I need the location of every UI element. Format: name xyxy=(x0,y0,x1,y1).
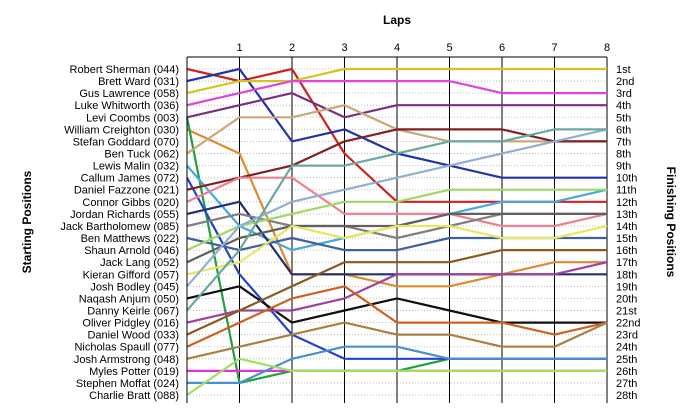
finishing-position-label: 14th xyxy=(616,221,637,233)
starting-position-label: Naqash Anjum (050) xyxy=(79,293,179,305)
series-line-23 xyxy=(186,249,607,336)
right-axis-title: Finishing Positions xyxy=(664,167,678,278)
starting-position-label: Danny Keirle (067) xyxy=(87,305,179,317)
x-tick-label: 8 xyxy=(604,42,610,54)
finishing-position-label: 22nd xyxy=(616,318,640,330)
starting-position-label: Myles Potter (019) xyxy=(89,366,179,378)
starting-position-label: Brett Ward (031) xyxy=(98,76,179,88)
starting-position-label: Jack Bartholomew (085) xyxy=(60,221,179,233)
finishing-position-label: 21st xyxy=(616,305,637,317)
series-line-27 xyxy=(187,345,607,384)
finishing-position-label: 19th xyxy=(616,281,637,293)
starting-position-label: Luke Whitworth (036) xyxy=(74,100,179,112)
x-tick-label: 6 xyxy=(499,42,505,54)
series-line-4 xyxy=(186,79,607,107)
starting-position-label: Robert Sherman (044) xyxy=(70,64,179,76)
starting-position-label: Kieran Gifford (057) xyxy=(83,269,179,281)
starting-position-label: Shaun Arnold (046) xyxy=(84,245,179,257)
x-tick-label: 1 xyxy=(236,42,242,54)
axis-labels: 1 2 3 4 5 6 7 8 Robert Sherman (044)Brett Ward (… xyxy=(60,42,640,402)
starting-position-label: Charlie Bratt (088) xyxy=(89,390,179,402)
finishing-position-label: 17th xyxy=(616,257,637,269)
finishing-position-label: 7th xyxy=(616,136,631,148)
finishing-position-label: 15th xyxy=(616,233,637,245)
series-line-20 xyxy=(186,285,607,324)
series-line-19 xyxy=(186,128,608,288)
starting-position-label: Jordan Richards (055) xyxy=(70,209,179,221)
finishing-position-label: 6th xyxy=(616,124,631,136)
finishing-position-label: 9th xyxy=(616,161,631,173)
left-axis-title: Starting Positions xyxy=(20,170,34,273)
starting-position-label: Oliver Pidgley (016) xyxy=(82,318,179,330)
starting-position-label: William Creighton (030) xyxy=(64,124,179,136)
x-axis-title: Laps xyxy=(383,13,411,27)
x-tick-label: 4 xyxy=(394,42,400,54)
finishing-position-label: 25th xyxy=(616,354,637,366)
starting-position-label: Jack Lang (052) xyxy=(100,257,179,269)
finishing-position-label: 23rd xyxy=(616,330,638,342)
starting-position-label: Daniel Wood (033) xyxy=(87,330,179,342)
starting-position-label: Ben Tuck (062) xyxy=(104,149,179,161)
finishing-position-label: 4th xyxy=(616,100,631,112)
series-line-21 xyxy=(186,128,607,312)
starting-position-label: Ben Matthews (022) xyxy=(81,233,179,245)
finishing-position-label: 28th xyxy=(616,390,637,402)
series-line-5 xyxy=(186,91,607,119)
finishing-position-label: 27th xyxy=(616,378,637,390)
series-lines xyxy=(185,67,608,396)
starting-position-label: Josh Armstrong (048) xyxy=(74,354,179,366)
series-line-3 xyxy=(186,67,607,95)
starting-position-label: Connor Gibbs (020) xyxy=(82,197,179,209)
starting-position-label: Nicholas Spaull (077) xyxy=(74,342,179,354)
starting-position-label: Josh Bodley (045) xyxy=(90,281,179,293)
series-line-11 xyxy=(186,128,607,191)
finishing-position-label: 8th xyxy=(616,149,631,161)
finishing-position-label: 12th xyxy=(616,197,637,209)
finishing-position-label: 10th xyxy=(616,173,637,185)
series-line-24 xyxy=(186,285,608,348)
axes xyxy=(186,56,607,403)
finishing-position-label: 11th xyxy=(616,185,637,197)
series-line-25 xyxy=(186,321,608,360)
x-tick-label: 7 xyxy=(551,42,557,54)
starting-position-label: Levi Coombs (003) xyxy=(86,112,179,124)
starting-position-label: Lewis Malin (032) xyxy=(93,161,179,173)
x-tick-label: 3 xyxy=(341,42,347,54)
finishing-position-label: 24th xyxy=(616,342,637,354)
series-line-28 xyxy=(186,357,607,396)
series-line-6 xyxy=(186,128,607,288)
finishing-position-label: 26th xyxy=(616,366,637,378)
series-line-12 xyxy=(186,176,608,228)
finishing-position-label: 2nd xyxy=(616,76,634,88)
series-line-22 xyxy=(186,261,608,324)
finishing-position-label: 13th xyxy=(616,209,637,221)
x-tick-label: 2 xyxy=(289,42,295,54)
finishing-position-label: 1st xyxy=(616,64,631,76)
starting-position-label: Stephen Moffat (024) xyxy=(76,378,179,390)
starting-position-label: Daniel Fazzone (021) xyxy=(74,185,179,197)
finishing-position-label: 16th xyxy=(616,245,637,257)
x-tick-label: 5 xyxy=(446,42,452,54)
finishing-position-label: 5th xyxy=(616,112,631,124)
starting-position-label: Stefan Goddard (070) xyxy=(73,136,179,148)
finishing-position-label: 18th xyxy=(616,269,637,281)
starting-position-label: Callum James (072) xyxy=(81,173,179,185)
finishing-position-label: 3rd xyxy=(616,88,632,100)
starting-position-label: Gus Lawrence (058) xyxy=(79,88,179,100)
series-line-18 xyxy=(186,224,608,276)
finishing-position-label: 20th xyxy=(616,293,637,305)
